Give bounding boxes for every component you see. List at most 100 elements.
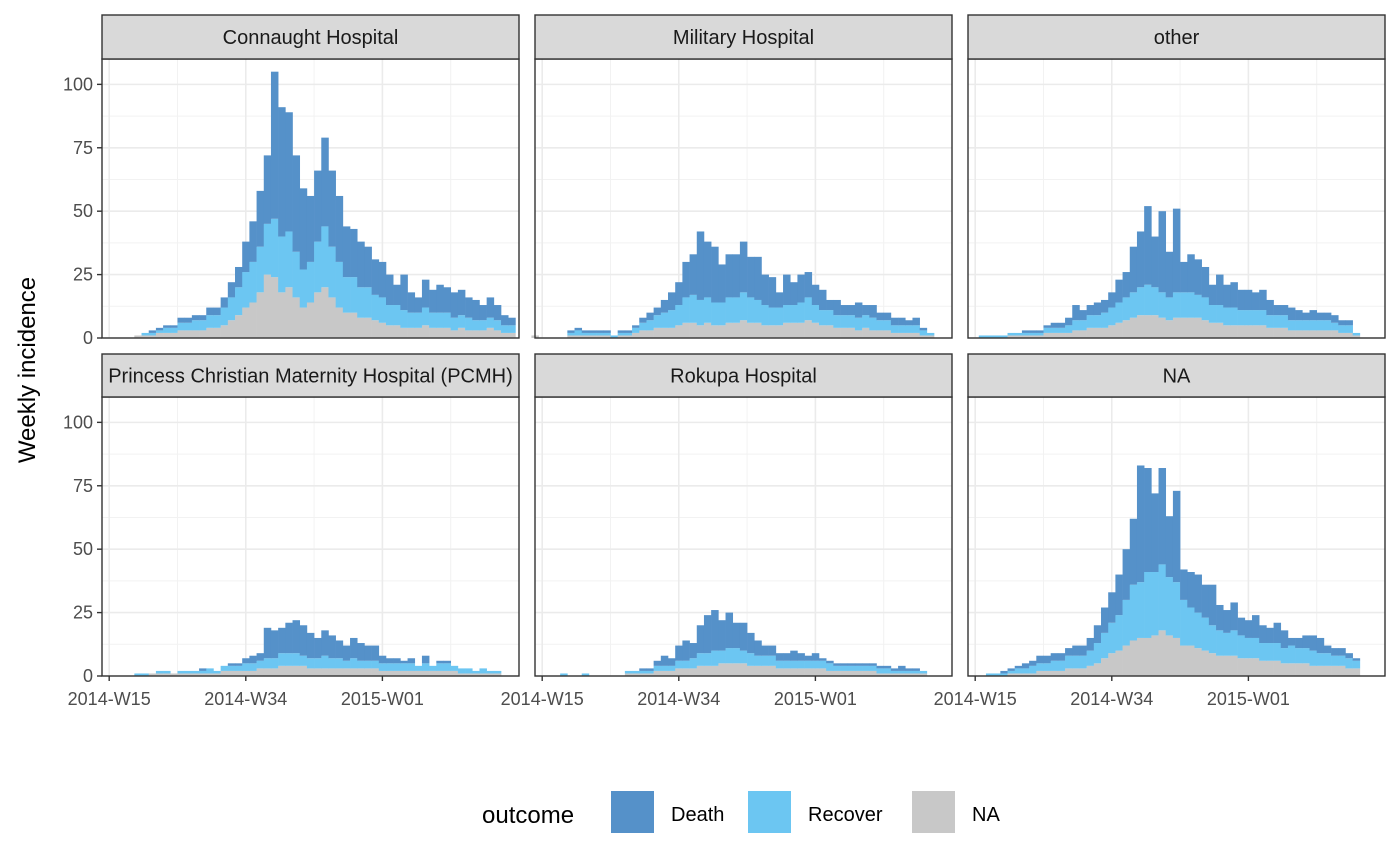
bar-na [450, 670, 459, 676]
bar-na [278, 292, 286, 338]
bar-death [739, 622, 748, 651]
bar-death [328, 170, 336, 247]
bar-recover [479, 668, 487, 674]
bar-recover [919, 330, 928, 336]
bar-death [242, 241, 250, 273]
bar-na [1201, 320, 1210, 338]
bar-na [660, 327, 669, 338]
bar-recover [1065, 325, 1073, 333]
bar-na [739, 320, 748, 338]
bar-death [1295, 310, 1303, 321]
x-tick-label: 2015-W01 [1207, 689, 1290, 709]
bar-recover [1144, 572, 1152, 638]
bar-na [754, 322, 762, 338]
bar-na [1057, 332, 1066, 338]
bar-na [1057, 670, 1066, 676]
bar-na [1014, 673, 1023, 676]
bar-na [321, 668, 329, 676]
bar-na [213, 673, 221, 676]
bar-na [314, 668, 322, 676]
bar-recover [617, 332, 626, 336]
bar-death [840, 663, 849, 666]
bar-death [660, 299, 669, 313]
bar-na [1086, 665, 1095, 676]
bar-recover [342, 277, 351, 313]
bar-recover [1208, 305, 1217, 323]
bar-na [249, 302, 257, 338]
bar-na [227, 670, 236, 676]
panel-title: NA [1163, 366, 1191, 388]
bar-recover [1295, 320, 1303, 331]
bar-recover [1007, 670, 1016, 674]
bar-recover [421, 307, 430, 326]
bar-na [278, 665, 286, 676]
bar-recover [804, 660, 813, 669]
bar-death [342, 226, 351, 278]
bar-death [1295, 637, 1303, 649]
y-tick-label: 25 [73, 265, 93, 285]
bar-na [747, 322, 755, 338]
bar-na [1244, 658, 1253, 676]
bar-death [632, 325, 640, 328]
bar-recover [1158, 292, 1167, 318]
bar-na [797, 668, 805, 676]
bar-death [342, 645, 351, 661]
bar-recover [1079, 655, 1087, 669]
bar-death [711, 610, 719, 651]
panel-other: other [967, 14, 1386, 339]
bar-recover [450, 665, 459, 671]
bar-recover [696, 653, 705, 666]
bar-recover [668, 310, 676, 328]
bar-death [1259, 625, 1267, 644]
bar-recover [1266, 315, 1274, 328]
bar-na [1323, 330, 1332, 338]
bar-recover [1093, 643, 1102, 664]
bar-recover [414, 665, 423, 671]
bar-recover [385, 305, 394, 326]
bar-death [278, 107, 286, 237]
bar-recover [436, 312, 444, 328]
bar-na [811, 668, 820, 676]
bar-na [393, 670, 401, 676]
bar-recover [163, 670, 171, 674]
bar-death [1338, 648, 1346, 656]
bar-na [443, 670, 451, 676]
bar-na [1230, 325, 1238, 338]
panel-rokupa-hospital: Rokupa Hospital 2014-W15 2014-W34 2015-W01 [501, 353, 953, 709]
bar-death [567, 330, 575, 333]
bar-na [1352, 668, 1361, 676]
bar-na [1251, 658, 1260, 676]
bar-na [493, 673, 502, 676]
bar-na [1021, 335, 1030, 338]
bar-death [869, 305, 877, 318]
bar-recover [256, 246, 265, 293]
bar-na [1043, 332, 1051, 338]
bar-death [1165, 251, 1174, 298]
bar-recover [1129, 292, 1138, 318]
bar-na [1151, 635, 1159, 676]
bar-death [775, 653, 784, 661]
bar-death [256, 190, 265, 247]
bar-death [306, 195, 315, 262]
bar-recover [761, 305, 769, 326]
bar-recover [1043, 663, 1051, 671]
bar-recover [869, 317, 877, 331]
bar-na [1129, 317, 1138, 338]
bar-recover [242, 272, 250, 308]
bar-na [421, 325, 430, 338]
bar-na [1345, 332, 1353, 338]
bar-recover [378, 663, 387, 671]
bar-recover [486, 670, 495, 674]
bar-death [242, 658, 250, 664]
bar-na [429, 670, 437, 676]
bar-na [689, 322, 698, 338]
bar-death [912, 317, 920, 326]
bar-recover [1309, 320, 1317, 331]
bar-na [1065, 332, 1073, 338]
bar-na [270, 668, 279, 676]
bar-recover [191, 320, 200, 331]
bar-recover [1259, 643, 1267, 661]
bar-recover [1194, 612, 1202, 649]
bar-recover [682, 297, 690, 323]
bar-na [1122, 320, 1131, 338]
